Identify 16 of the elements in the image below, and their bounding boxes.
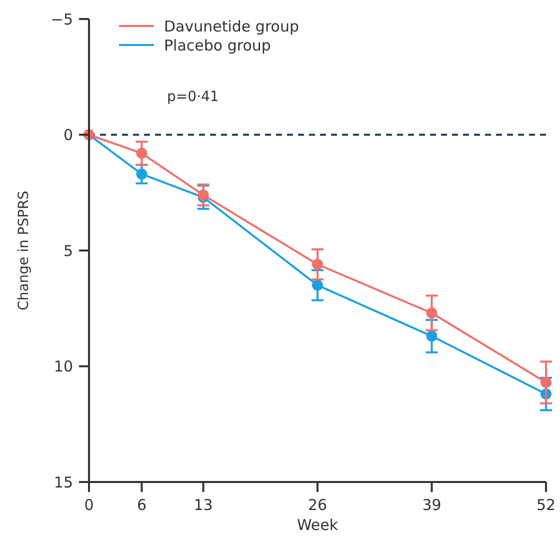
x-tick-label: 26: [308, 496, 328, 514]
legend-label: Davunetide group: [164, 17, 299, 36]
x-axis-title: Week: [296, 516, 338, 534]
legend-label: Placebo group: [164, 36, 271, 54]
y-tick-label: 10: [54, 358, 73, 376]
y-tick-label: −5: [50, 10, 73, 28]
y-axis-title: Change in PSPRS: [16, 190, 32, 310]
x-tick-label: 52: [536, 496, 556, 514]
y-tick-label: 15: [54, 473, 73, 492]
x-tick-label: 13: [194, 496, 213, 514]
x-tick-label: 6: [136, 496, 147, 514]
x-tick-label: 0: [84, 496, 94, 514]
y-tick-label: 5: [63, 242, 73, 260]
annotation: p=0·41: [167, 89, 219, 105]
x-tick-label: 39: [422, 496, 442, 514]
y-tick-label: 0: [63, 126, 73, 144]
